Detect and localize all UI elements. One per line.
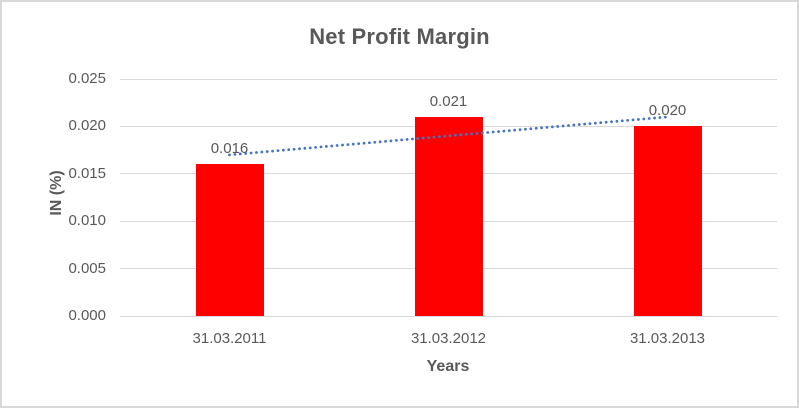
y-axis-tick-label: 0.010 xyxy=(68,212,106,230)
y-axis-tick-label: 0.000 xyxy=(68,307,106,324)
gridline xyxy=(120,315,777,317)
x-axis-category-label: 31.03.2012 xyxy=(410,330,487,347)
bar xyxy=(414,116,483,316)
bar xyxy=(195,164,264,316)
gridline xyxy=(120,78,777,80)
bar xyxy=(633,126,702,316)
bar-value-label: 0.021 xyxy=(429,92,468,110)
y-axis-tick-label: 0.005 xyxy=(68,259,106,277)
x-axis-category-label: 31.03.2011 xyxy=(192,330,267,347)
bar-value-label: 0.016 xyxy=(210,140,249,158)
bar-value-label: 0.020 xyxy=(648,102,687,120)
y-axis-tick-label: 0.015 xyxy=(68,164,106,182)
x-axis-title: Years xyxy=(426,358,470,375)
x-axis-category-label: 31.03.2013 xyxy=(629,330,706,347)
chart-title: Net Profit Margin xyxy=(309,24,490,49)
y-axis-tick-label: 0.020 xyxy=(68,117,106,135)
y-axis-tick-label: 0.025 xyxy=(68,70,106,87)
